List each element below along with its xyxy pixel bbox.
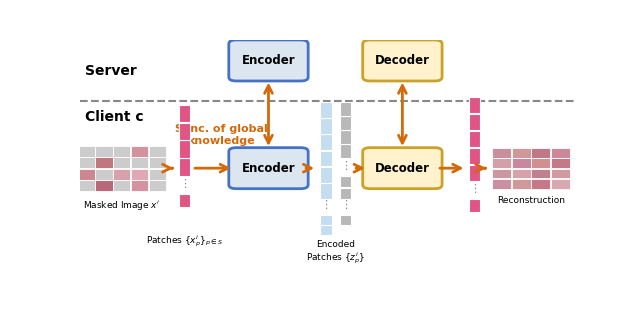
Bar [131, 146, 148, 157]
Text: Masked Image $x'$: Masked Image $x'$ [83, 199, 161, 212]
Bar [77, 180, 95, 191]
Bar [319, 225, 332, 235]
Bar [551, 158, 570, 168]
Bar [531, 158, 550, 168]
Bar [179, 123, 189, 140]
Bar [551, 148, 570, 158]
Bar [319, 135, 332, 150]
Bar [492, 148, 511, 158]
Bar [551, 179, 570, 189]
Text: ⋮: ⋮ [340, 161, 351, 170]
Bar [149, 180, 166, 191]
Bar [531, 148, 550, 158]
Text: Encoder: Encoder [242, 162, 295, 175]
Text: Encoded
Patches $\{z_p^i\}$: Encoded Patches $\{z_p^i\}$ [306, 240, 365, 266]
Bar [469, 131, 480, 147]
Bar [149, 168, 166, 180]
Bar [319, 183, 332, 199]
Bar [179, 159, 189, 176]
Bar [113, 146, 131, 157]
Bar [531, 168, 550, 178]
Bar [469, 114, 480, 130]
Text: Server: Server [85, 64, 137, 78]
Bar [511, 179, 531, 189]
Bar [113, 180, 131, 191]
Bar [492, 168, 511, 178]
Bar [340, 130, 351, 144]
FancyBboxPatch shape [363, 148, 442, 189]
Text: Client c: Client c [85, 110, 143, 124]
Text: ⋮: ⋮ [179, 178, 189, 188]
Text: Decoder: Decoder [375, 54, 430, 67]
Bar [319, 151, 332, 166]
Text: ⋮: ⋮ [340, 200, 351, 210]
Bar [319, 167, 332, 183]
Bar [492, 158, 511, 168]
Bar [469, 148, 480, 164]
Bar [511, 168, 531, 178]
Bar [340, 215, 351, 224]
Bar [149, 157, 166, 168]
Bar [469, 199, 480, 212]
Bar [319, 102, 332, 118]
Bar [149, 146, 166, 157]
Bar [319, 118, 332, 134]
Bar [511, 158, 531, 168]
Bar [95, 146, 113, 157]
Bar [131, 180, 148, 191]
Bar [340, 188, 351, 199]
Bar [95, 180, 113, 191]
Bar [95, 168, 113, 180]
FancyBboxPatch shape [363, 40, 442, 81]
Bar [77, 168, 95, 180]
Bar [179, 141, 189, 158]
Text: Reconstruction: Reconstruction [497, 196, 565, 205]
FancyBboxPatch shape [229, 40, 308, 81]
Bar [340, 176, 351, 187]
Bar [340, 144, 351, 158]
Bar [179, 105, 189, 122]
Bar [492, 179, 511, 189]
Text: ⋮: ⋮ [320, 200, 331, 210]
Text: Encoder: Encoder [242, 54, 295, 67]
Bar [95, 157, 113, 168]
Bar [531, 179, 550, 189]
Text: Patches $\{x_p^i\}_{p \in S}$: Patches $\{x_p^i\}_{p \in S}$ [146, 233, 223, 249]
Text: Sync. of global
knowledge: Sync. of global knowledge [175, 124, 268, 146]
Bar [469, 165, 480, 181]
Bar [319, 215, 332, 224]
Bar [131, 168, 148, 180]
Bar [469, 97, 480, 113]
Bar [131, 157, 148, 168]
Text: ⋮: ⋮ [468, 184, 480, 194]
Bar [340, 116, 351, 130]
FancyBboxPatch shape [229, 148, 308, 189]
Bar [113, 157, 131, 168]
Bar [551, 168, 570, 178]
Bar [511, 148, 531, 158]
Bar [179, 194, 189, 206]
Bar [77, 157, 95, 168]
Text: Decoder: Decoder [375, 162, 430, 175]
Bar [340, 102, 351, 116]
Bar [113, 168, 131, 180]
Bar [77, 146, 95, 157]
